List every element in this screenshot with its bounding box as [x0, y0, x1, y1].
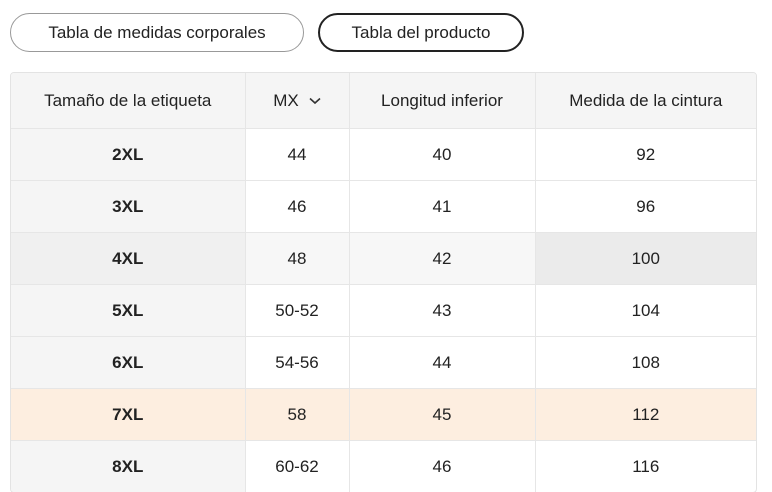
size-label: 3XL — [11, 180, 246, 233]
table-cell: 43 — [348, 284, 536, 337]
table-cell: 104 — [534, 284, 756, 337]
size-label: 7XL — [11, 388, 246, 441]
table-cell: 108 — [534, 336, 756, 389]
size-label: 5XL — [11, 284, 246, 337]
table-cell: 116 — [534, 440, 756, 492]
header-cell: Medida de la cintura — [534, 73, 756, 129]
table-cell: 58 — [244, 388, 350, 441]
header-row: Tamaño de la etiqueta MX Longitud inferior… — [11, 73, 756, 129]
table-row: 2XL 44 40 92 — [11, 128, 756, 181]
tab-button[interactable]: Tabla de medidas corporales — [10, 13, 304, 52]
dropdown-chevron[interactable] — [309, 97, 321, 105]
table-cell: 44 — [244, 128, 350, 181]
size-label: 6XL — [11, 336, 246, 389]
header-cell[interactable]: MX — [244, 73, 350, 129]
size-label: 4XL — [11, 232, 246, 285]
header-cell: Longitud inferior — [348, 73, 536, 129]
size-label: 8XL — [11, 440, 246, 492]
header-label: Tamaño de la etiqueta — [44, 90, 212, 110]
header-cell: Tamaño de la etiqueta — [11, 73, 246, 129]
table-cell: 40 — [348, 128, 536, 181]
table-row: 3XL 46 41 96 — [11, 180, 756, 233]
table-cell: 54-56 — [244, 336, 350, 389]
header-label: MX — [273, 90, 299, 110]
table-cell: 46 — [244, 180, 350, 233]
table-row: 6XL 54-56 44 108 — [11, 336, 756, 389]
table: Tamaño de la etiqueta MX Longitud inferior… — [11, 73, 756, 492]
table-body: 2XL 44 40 92 3XL 46 41 96 4XL 48 42 100 5XL 50-52 43 10… — [11, 128, 756, 492]
table-cell: 46 — [348, 440, 536, 492]
table-cell: 100 — [534, 232, 756, 285]
header-label: Longitud inferior — [381, 90, 503, 110]
tab-button[interactable]: Tabla del producto — [318, 13, 524, 52]
table-cell: 42 — [348, 232, 536, 285]
table-cell: 41 — [348, 180, 536, 233]
table-cell: 50-52 — [244, 284, 350, 337]
table-row: 7XL 58 45 112 — [11, 388, 756, 441]
table-row: 8XL 60-62 46 116 — [11, 440, 756, 492]
table-cell: 48 — [244, 232, 350, 285]
chevron-path — [309, 97, 321, 105]
header-label: Medida de la cintura — [569, 90, 723, 110]
table-cell: 44 — [348, 336, 536, 389]
table-row: 5XL 50-52 43 104 — [11, 284, 756, 337]
table-cell: 96 — [534, 180, 756, 233]
table-cell: 92 — [534, 128, 756, 181]
table-cell: 112 — [534, 388, 756, 441]
table-row: 4XL 48 42 100 — [11, 232, 756, 285]
table-cell: 60-62 — [244, 440, 350, 492]
size-table: Tamaño de la etiqueta MX Longitud inferior… — [10, 72, 757, 492]
size-label: 2XL — [11, 128, 246, 181]
table-cell: 45 — [348, 388, 536, 441]
